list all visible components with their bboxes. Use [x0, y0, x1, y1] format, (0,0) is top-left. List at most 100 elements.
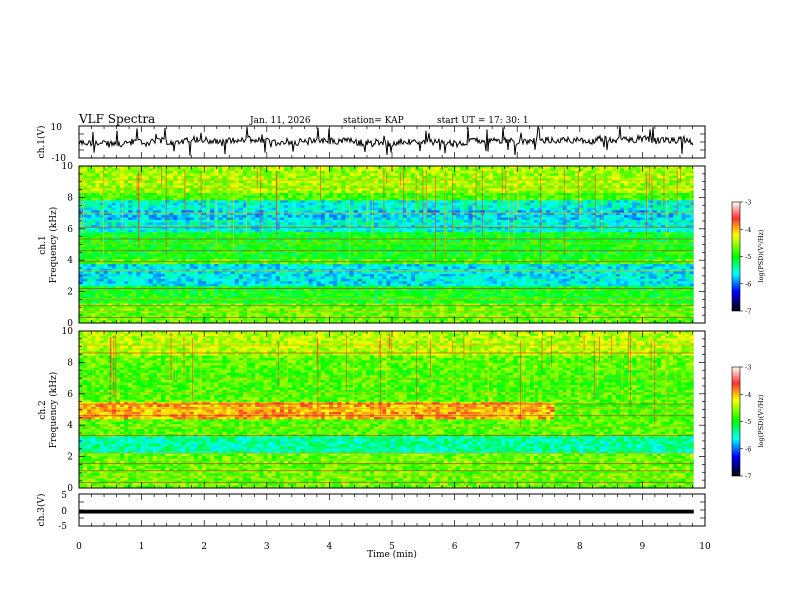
spectrogram-cell	[456, 217, 461, 221]
spectrogram-cell	[513, 232, 518, 236]
spectrogram-cell	[230, 212, 236, 216]
spectrogram-cell	[181, 168, 186, 172]
spectrogram-cell	[398, 170, 404, 174]
spectrogram-cell	[476, 170, 482, 174]
spectrogram-cell	[435, 215, 441, 218]
spectrogram-cell	[435, 237, 441, 240]
spectrogram-cell	[378, 239, 383, 243]
spectrogram-cell	[619, 234, 625, 238]
spectrogram-cell	[410, 224, 416, 228]
spectrogram-cell	[570, 219, 576, 223]
spectrogram-cell	[410, 229, 416, 233]
spectrogram-cell	[558, 234, 563, 238]
spectrogram-cell	[197, 217, 203, 221]
spectrogram-cell	[587, 183, 592, 187]
spectrogram-cell	[591, 180, 596, 184]
spectrogram-cell	[328, 168, 334, 172]
spectrogram-cell	[210, 200, 215, 204]
spectrogram-cell	[128, 244, 133, 248]
spectrogram-cell	[615, 168, 621, 172]
spectrogram-cell	[439, 219, 445, 223]
spectrogram-cell	[656, 232, 662, 236]
spectrogram-cell	[636, 224, 641, 228]
spectrogram-cell	[140, 207, 145, 211]
spectrogram-cell	[107, 173, 113, 177]
spectrogram-cell	[546, 195, 551, 199]
spectrogram-cell	[640, 175, 645, 179]
spectrogram-cell	[464, 237, 469, 240]
spectrogram-cell	[288, 219, 293, 223]
spectrogram-cell	[382, 224, 387, 228]
spectrogram-cell	[378, 168, 383, 172]
spectrogram-cell	[382, 212, 387, 216]
spectrogram-cell	[140, 178, 145, 182]
spectrogram-cell	[361, 175, 367, 179]
spectrogram-cell	[611, 173, 617, 177]
spectrogram-cell	[546, 229, 551, 233]
spectrogram-cell	[140, 190, 145, 194]
spectrogram-cell	[267, 232, 273, 236]
spectrogram-cell	[542, 217, 547, 221]
spectrogram-cell	[570, 200, 576, 204]
spectrogram-cell	[562, 168, 568, 172]
spectrogram-cell	[558, 222, 563, 226]
spectrogram-cell	[218, 222, 223, 226]
spectrogram-cell	[353, 229, 359, 233]
spectrogram-cell	[275, 207, 281, 211]
spectrogram-cell	[427, 190, 432, 194]
spectrogram-cell	[234, 173, 240, 177]
spectrogram-cell	[554, 192, 559, 196]
spectrogram-cell	[410, 190, 416, 194]
spectrogram-cell	[554, 200, 559, 204]
spectrogram-cell	[292, 212, 297, 216]
spectrogram-cell	[152, 178, 158, 182]
spectrogram-cell	[677, 170, 682, 174]
spectrogram-cell	[484, 183, 490, 187]
spectrogram-cell	[345, 190, 350, 194]
spectrogram-cell	[288, 244, 293, 248]
spectrogram-cell	[300, 244, 305, 248]
spectrogram-cell	[263, 185, 268, 189]
spectrogram-cell	[538, 227, 543, 231]
spectrogram-cell	[206, 234, 211, 238]
spectrogram-cell	[87, 222, 92, 226]
spectrogram-cell	[353, 217, 359, 221]
spectrogram-cell	[189, 183, 195, 187]
spectrogram-cell	[447, 173, 453, 177]
spectrogram-cell	[144, 212, 150, 216]
spectrogram-cell	[484, 173, 490, 177]
spectrogram-cell	[472, 178, 477, 182]
spectrogram-cell	[234, 180, 240, 184]
spectrogram-cell	[636, 178, 641, 182]
spectrogram-cell	[460, 212, 465, 216]
spectrogram-cell	[476, 227, 482, 231]
spectrogram-cell	[263, 190, 268, 194]
spectrogram-cell	[406, 232, 412, 236]
spectrogram-cell	[189, 222, 195, 226]
spectrogram-cell	[533, 168, 539, 172]
spectrogram-cell	[501, 205, 506, 209]
ch1-waveform-panel: 10 -10 ch.1(V)	[36, 123, 706, 164]
spectrogram-cell	[611, 222, 617, 226]
spectrogram-cell	[390, 237, 395, 240]
spectrogram-cell	[456, 215, 461, 218]
spectrogram-cell	[394, 224, 400, 228]
spectrogram-cell	[517, 188, 523, 191]
spectrogram-cell	[681, 229, 686, 233]
spectrogram-cell	[533, 188, 539, 191]
spectrogram-cell	[255, 205, 260, 209]
spectrogram-cell	[107, 195, 113, 199]
spectrogram-cell	[419, 180, 424, 184]
spectrogram-cell	[169, 224, 174, 228]
spectrogram-cell	[152, 229, 158, 233]
spectrogram-cell	[533, 192, 539, 196]
spectrogram-cell	[476, 205, 482, 209]
spectrogram-cell	[447, 180, 453, 184]
spectrogram-cell	[222, 229, 227, 233]
spectrogram-cell	[234, 185, 240, 189]
spectrogram-cell	[505, 183, 510, 187]
spectrogram-cell	[521, 232, 527, 236]
spectrogram-cell	[533, 239, 539, 243]
spectrogram-cell	[443, 224, 449, 228]
spectrogram-cell	[177, 217, 182, 221]
